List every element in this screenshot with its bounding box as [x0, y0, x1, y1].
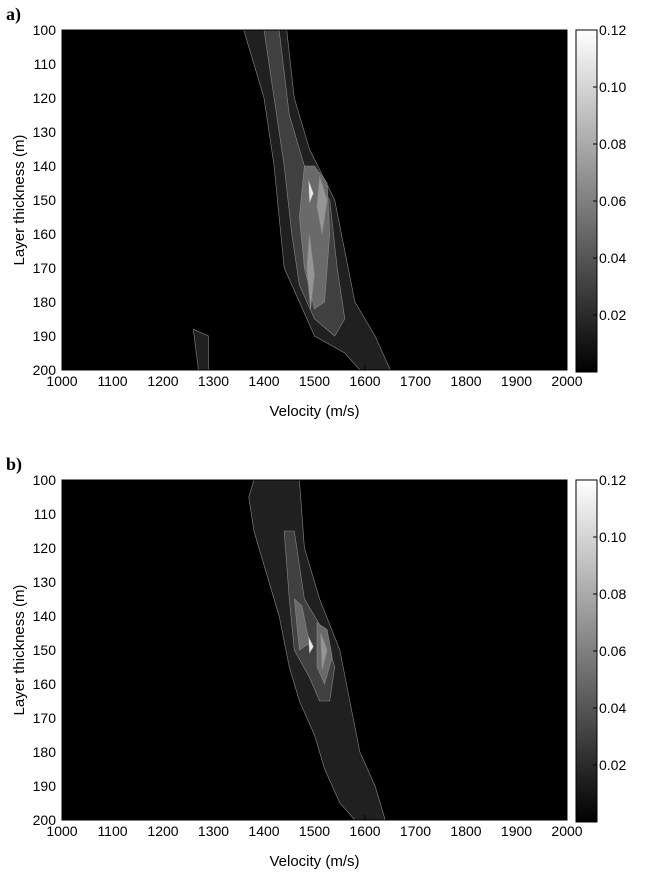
- y-tick-label: 150: [33, 192, 57, 208]
- x-tick-label: 1200: [147, 823, 178, 839]
- x-tick-label: 1000: [46, 823, 77, 839]
- annotation-subscript: 1: [407, 541, 413, 553]
- x-tick-label: 1500: [299, 823, 330, 839]
- contour-region: [316, 176, 328, 235]
- colorbar-tick-label: 0.08: [599, 136, 626, 152]
- x-tick-label: 1200: [147, 373, 178, 389]
- colorbar-tick-label: 0.06: [599, 193, 626, 209]
- x-tick-label: 1300: [198, 823, 229, 839]
- x-axis-label: Velocity (m/s): [269, 403, 359, 420]
- colorbar-tick-label: 0.10: [599, 79, 626, 95]
- annotation-text: =1520 m/s: [410, 510, 476, 526]
- x-tick-label: 2000: [551, 823, 582, 839]
- y-tick-label: 160: [33, 676, 57, 692]
- y-tick-label: 130: [33, 124, 57, 140]
- colorbar-tick-label: 0.12: [599, 22, 626, 38]
- y-tick-label: 100: [33, 22, 57, 38]
- x-tick-label: 1300: [198, 373, 229, 389]
- colorbar-tick-label: 0.02: [599, 307, 626, 323]
- y-tick-label: 120: [33, 540, 57, 556]
- y-tick-label: 200: [33, 812, 57, 828]
- y-tick-label: 170: [33, 260, 57, 276]
- x-tick-label: 1900: [501, 823, 532, 839]
- annotation-text: =150 m: [413, 82, 460, 98]
- annotation-symbol: D: [397, 82, 407, 98]
- x-tick-label: 1100: [97, 823, 127, 839]
- y-tick-label: 130: [33, 574, 57, 590]
- x-tick-label: 1600: [349, 823, 380, 839]
- panel-label: b): [6, 454, 22, 475]
- colorbar-tick-label: 0.04: [599, 700, 626, 716]
- x-tick-label: 2000: [551, 373, 582, 389]
- y-tick-label: 140: [33, 608, 57, 624]
- colorbar-tick-label: 0.08: [599, 586, 626, 602]
- y-tick-label: 100: [33, 472, 57, 488]
- colorbar-tick-label: 0.04: [599, 250, 626, 266]
- x-tick-label: 1600: [349, 373, 380, 389]
- annotation-subscript: 1: [404, 519, 410, 531]
- y-tick-label: 120: [33, 90, 57, 106]
- annotation-text: =150 m: [413, 532, 460, 548]
- x-tick-label: 1000: [46, 373, 77, 389]
- annotation: D1=150 m: [397, 82, 460, 103]
- y-tick-label: 170: [33, 710, 57, 726]
- x-tick-label: 1700: [400, 373, 431, 389]
- annotation-symbol: v: [397, 510, 405, 526]
- y-tick-label: 160: [33, 226, 57, 242]
- annotation-symbol: D: [397, 532, 407, 548]
- contour-region: [308, 179, 314, 204]
- contour-region: [308, 636, 314, 655]
- annotation: D1=150 m: [397, 532, 460, 553]
- y-tick-label: 140: [33, 158, 57, 174]
- y-axis-label: Layer thickness (m): [11, 135, 28, 266]
- y-tick-label: 180: [33, 744, 57, 760]
- y-axis-label: Layer thickness (m): [11, 585, 28, 716]
- x-tick-label: 1800: [450, 823, 481, 839]
- x-tick-label: 1500: [299, 373, 330, 389]
- colorbar-tick-label: 0.06: [599, 643, 626, 659]
- annotation: v1=1520 m/s: [397, 510, 476, 531]
- x-axis-label: Velocity (m/s): [269, 853, 359, 870]
- y-tick-label: 200: [33, 362, 57, 378]
- annotation: v1=1520 m/s: [397, 60, 476, 81]
- x-tick-label: 1100: [97, 373, 127, 389]
- annotation-subscript: 1: [404, 69, 410, 81]
- x-tick-label: 1800: [450, 373, 481, 389]
- panel-label: a): [6, 4, 21, 25]
- x-tick-label: 1900: [501, 373, 532, 389]
- x-tick-label: 1400: [248, 823, 279, 839]
- y-tick-label: 180: [33, 294, 57, 310]
- y-tick-label: 190: [33, 778, 57, 794]
- x-tick-label: 1700: [400, 823, 431, 839]
- annotation-text: =1520 m/s: [410, 60, 476, 76]
- y-tick-label: 110: [34, 506, 57, 522]
- colorbar-tick-label: 0.12: [599, 472, 626, 488]
- contour-region: [306, 233, 315, 309]
- contour-region: [320, 632, 328, 671]
- x-tick-label: 1400: [248, 373, 279, 389]
- y-tick-label: 150: [33, 642, 57, 658]
- y-tick-label: 190: [33, 328, 57, 344]
- annotation-subscript: 1: [407, 91, 413, 103]
- colorbar-tick-label: 0.02: [599, 757, 626, 773]
- colorbar-tick-label: 0.10: [599, 529, 626, 545]
- annotation-symbol: v: [397, 60, 405, 76]
- y-tick-label: 110: [34, 56, 57, 72]
